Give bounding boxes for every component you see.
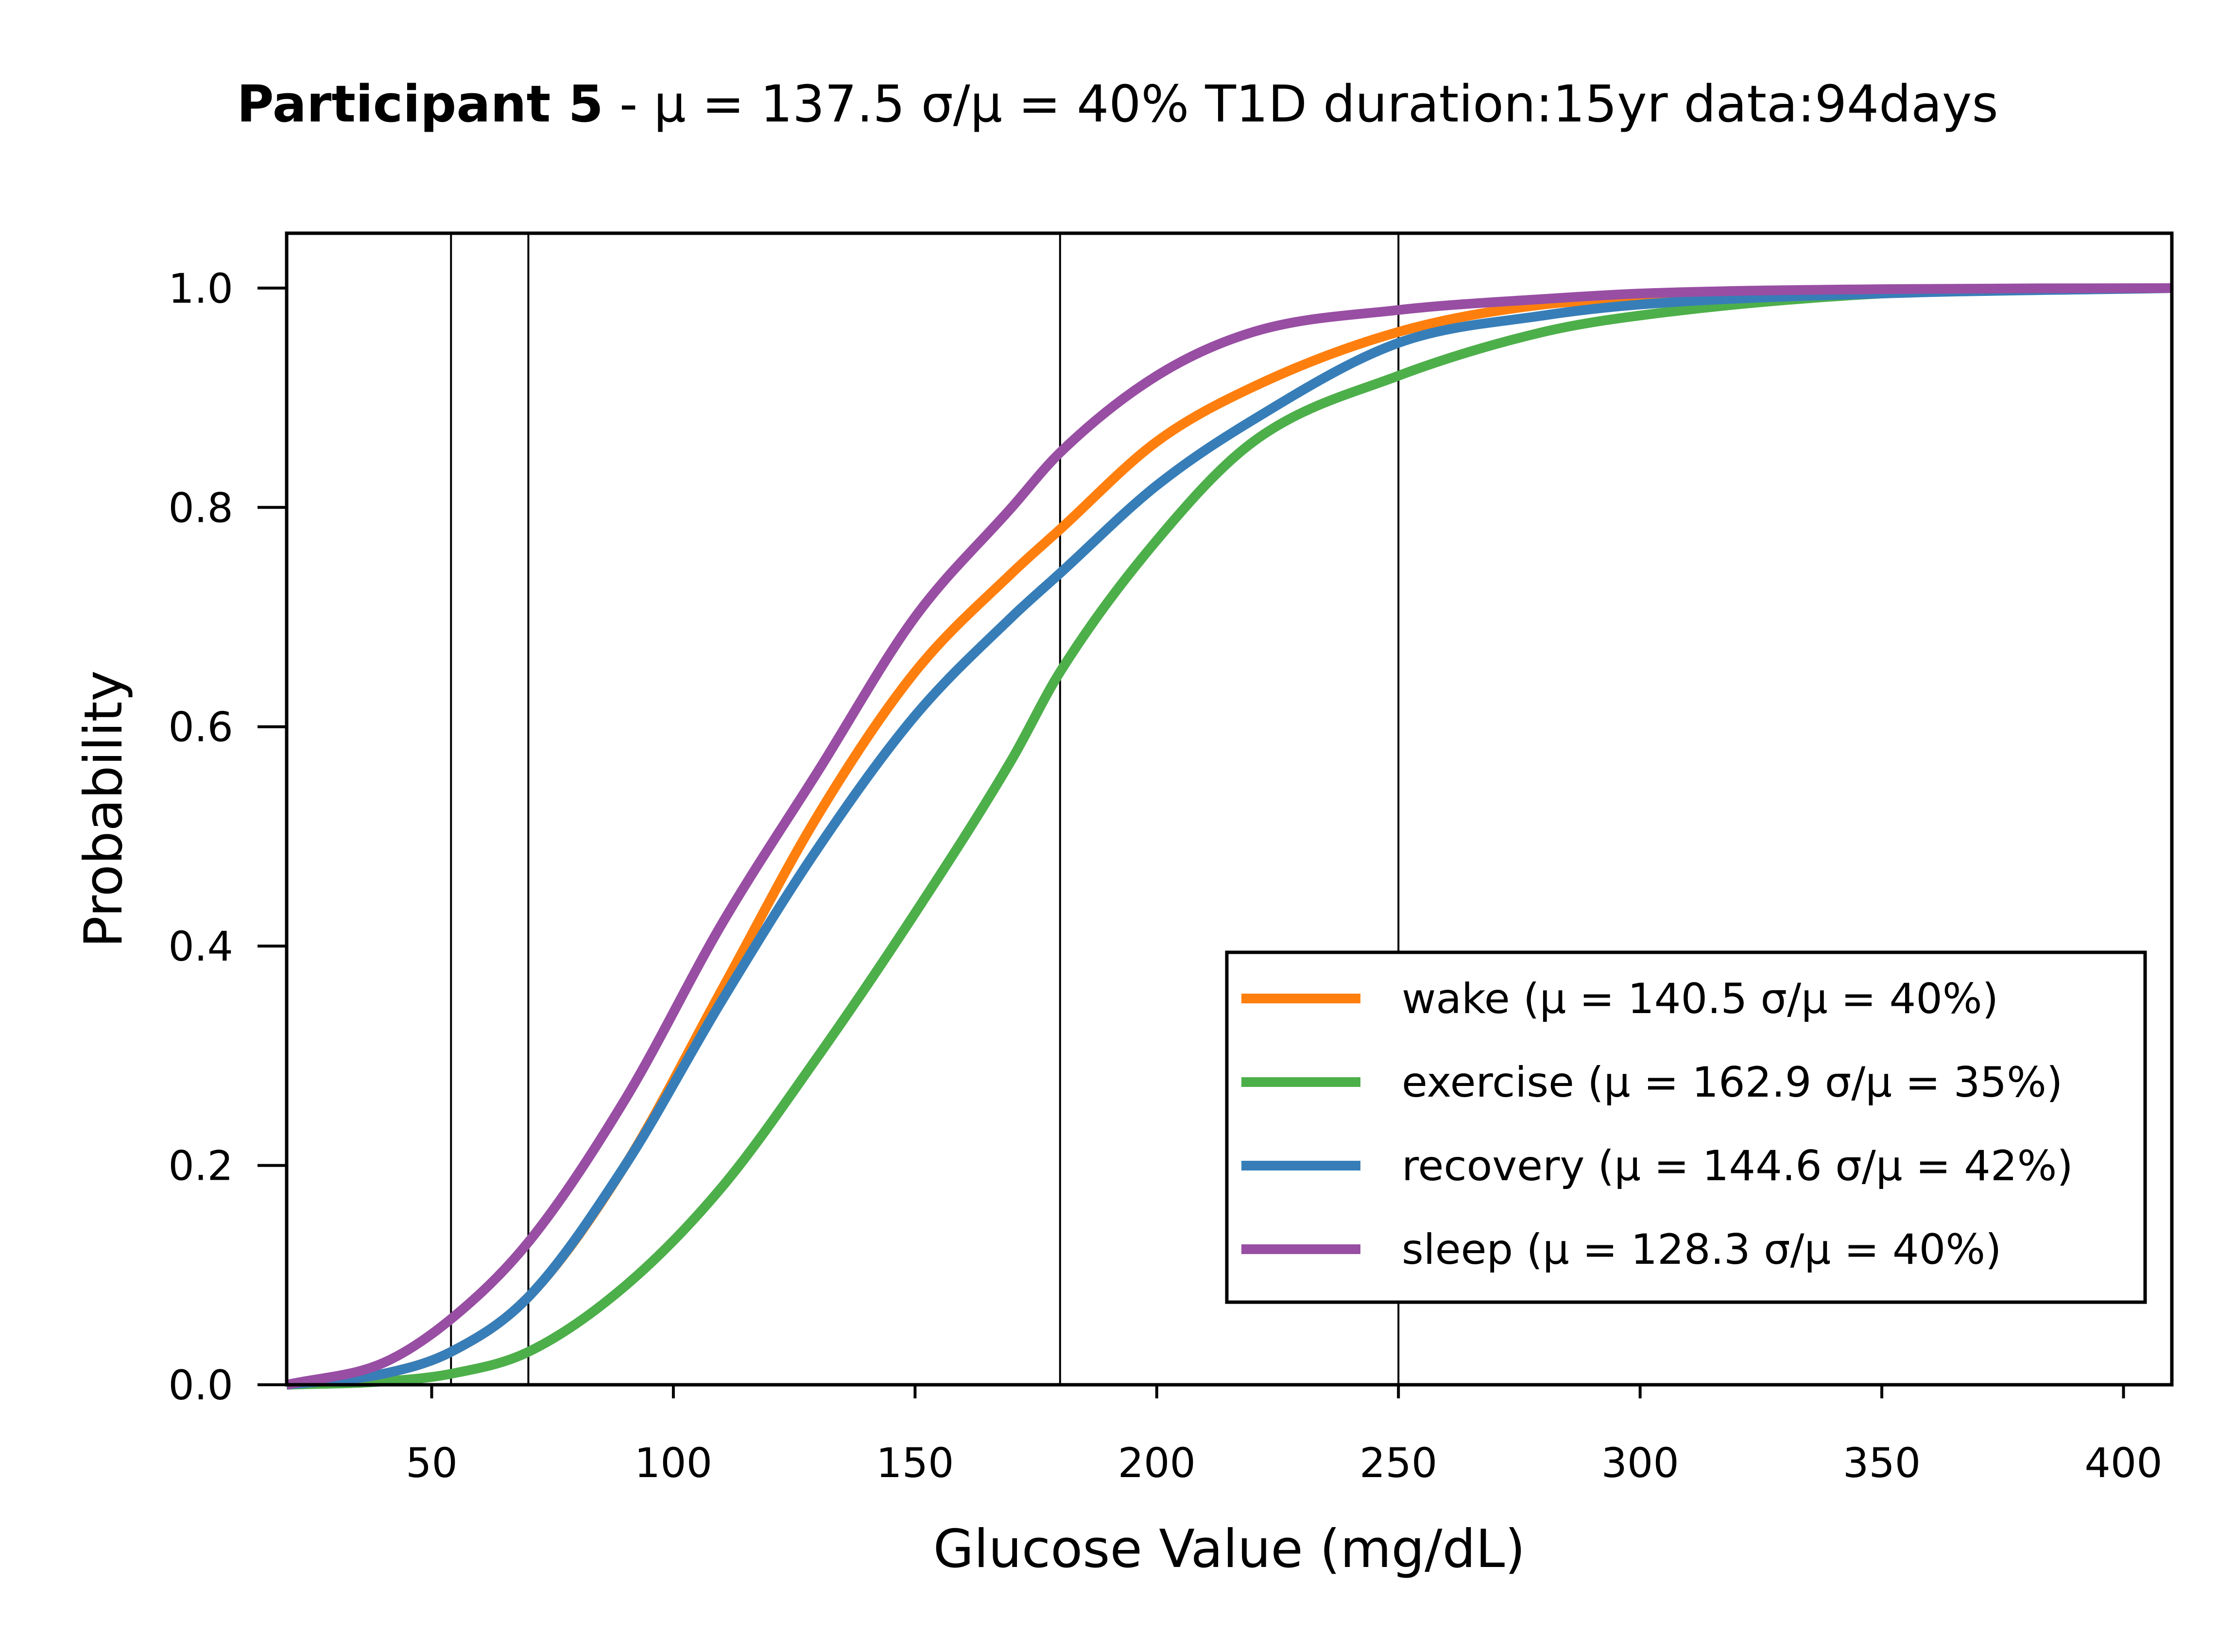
series-line-1 — [286, 283, 2172, 1390]
x-tick-label-150: 150 — [876, 1439, 954, 1487]
y-axis-label: Probability — [73, 671, 134, 948]
legend-box — [1225, 950, 2147, 1304]
series-line-3 — [285, 283, 2172, 1390]
legend: wake (μ = 140.5 σ/μ = 40%) exercise (μ = … — [1225, 950, 2147, 1304]
chart-title: Participant 5 - μ = 137.5 σ/μ = 40% T1D … — [237, 74, 1998, 134]
legend-label-0: wake (μ = 140.5 σ/μ = 40%) — [1402, 975, 1998, 1023]
y-tick-label-3: 0.6 — [168, 704, 233, 751]
x-tick-label-350: 350 — [1843, 1439, 1921, 1487]
chart-title-rest: - μ = 137.5 σ/μ = 40% T1D duration:15yr … — [603, 74, 1998, 134]
y-axis: 0.0 0.2 0.4 0.6 0.8 1.0 — [168, 265, 287, 1409]
legend-label-3: sleep (μ = 128.3 σ/μ = 40%) — [1402, 1225, 2002, 1274]
legend-entries: wake (μ = 140.5 σ/μ = 40%) exercise (μ = … — [1241, 975, 2073, 1274]
x-tick-label-250: 250 — [1359, 1439, 1437, 1487]
y-tick-label-1: 0.2 — [168, 1142, 233, 1190]
x-axis: 50 100 150 200 250 300 350 400 — [406, 1385, 2163, 1487]
y-tick-label-0: 0.0 — [168, 1361, 233, 1409]
x-axis-label: Glucose Value (mg/dL) — [933, 1519, 1526, 1580]
chart-title-bold: Participant 5 — [237, 74, 603, 134]
series-layer — [285, 283, 2172, 1390]
x-tick-label-50: 50 — [406, 1439, 458, 1487]
y-tick-label-4: 0.8 — [168, 484, 233, 532]
y-tick-label-2: 0.4 — [168, 923, 233, 970]
legend-label-1: exercise (μ = 162.9 σ/μ = 35%) — [1402, 1058, 2063, 1107]
plot-frame — [285, 231, 2174, 1387]
y-tick-label-5: 1.0 — [168, 265, 233, 312]
x-tick-label-300: 300 — [1601, 1439, 1679, 1487]
x-tick-label-200: 200 — [1118, 1439, 1196, 1487]
series-line-2 — [286, 283, 2172, 1390]
x-tick-label-400: 400 — [2084, 1439, 2162, 1487]
legend-label-2: recovery (μ = 144.6 σ/μ = 42%) — [1402, 1142, 2073, 1190]
x-tick-label-100: 100 — [635, 1439, 712, 1487]
